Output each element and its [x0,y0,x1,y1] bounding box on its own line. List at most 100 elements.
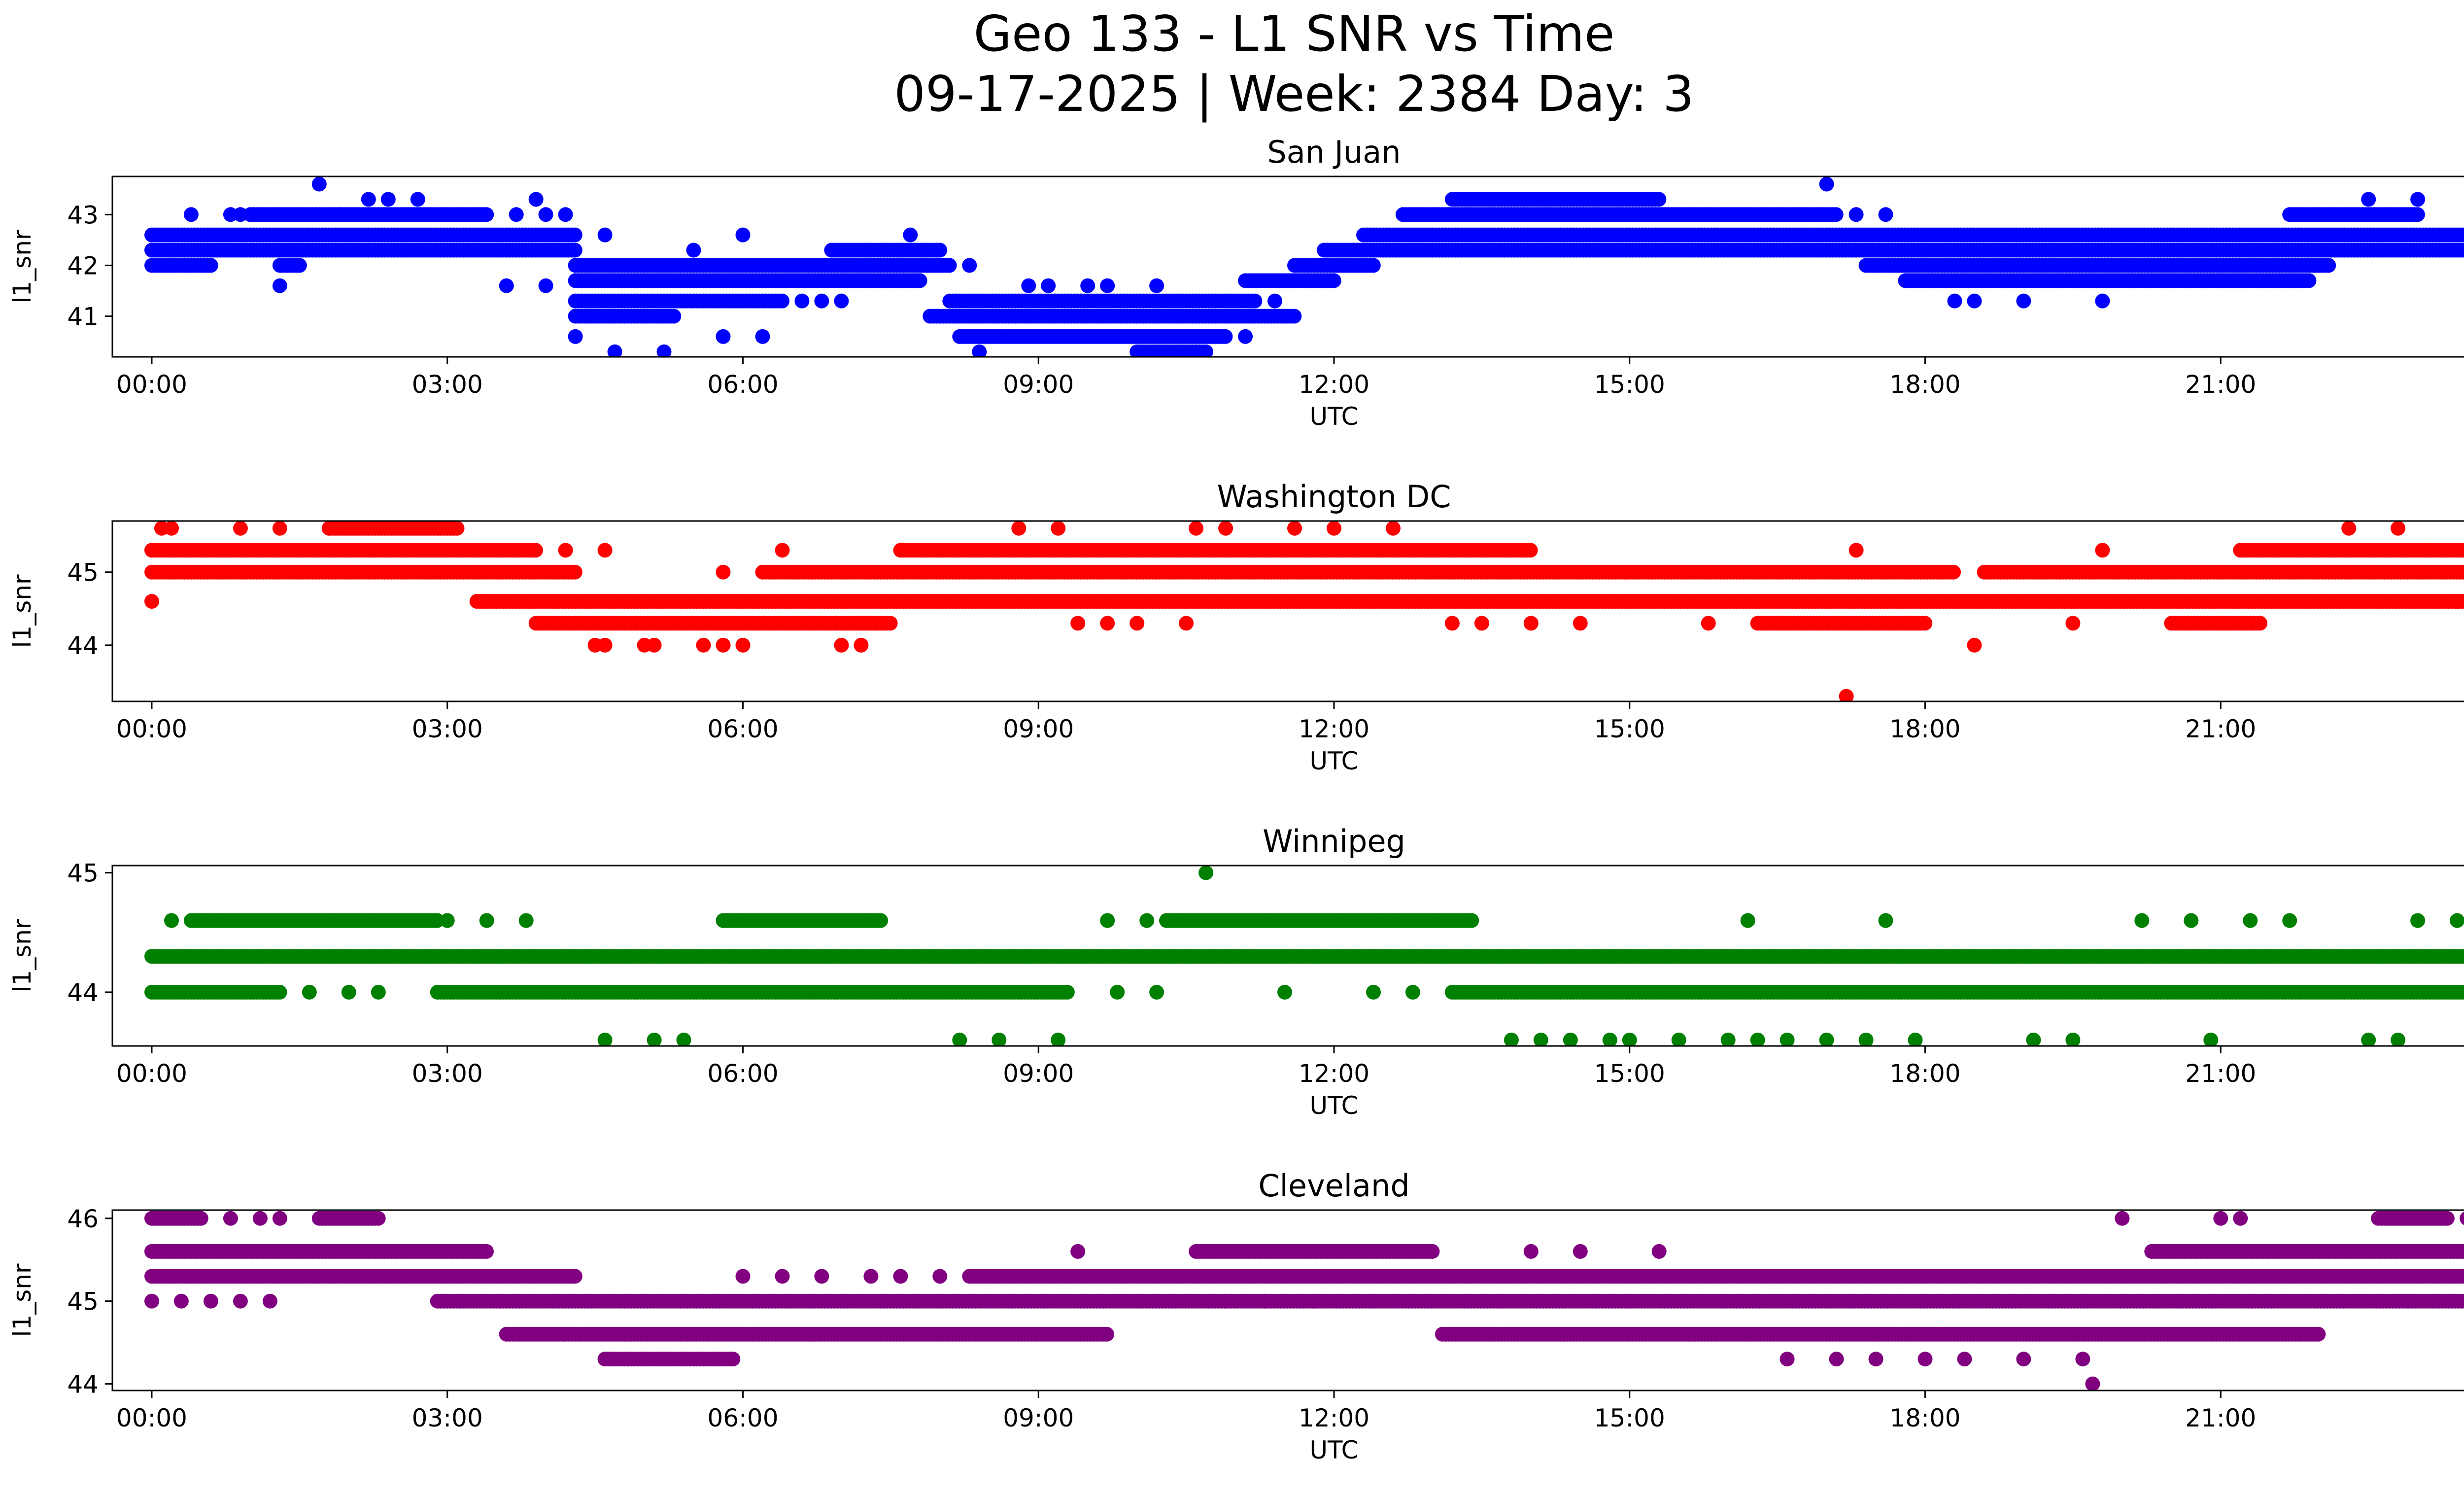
data-point [272,278,287,293]
data-point [1828,207,1844,222]
data-point [1967,637,1982,653]
x-tick-label: 12:00 [1299,715,1369,743]
data-point [2459,565,2464,579]
data-point [775,293,789,309]
data-point [1386,521,1401,536]
data-point [1218,329,1233,344]
x-tick-label: 06:00 [707,715,778,743]
data-point [2462,244,2464,256]
data-point [558,207,573,222]
data-point [2462,229,2464,241]
data-point [361,192,376,207]
data-point [2463,546,2464,555]
data-point [538,278,553,293]
figure-title-line-1: Geo 133 - L1 SNR vs Time [974,5,1615,63]
data-point [716,329,731,344]
data-point [597,227,613,243]
y-tick-label: 43 [67,201,99,229]
data-point [755,329,770,344]
data-point [1946,564,1961,580]
data-point [1366,258,1381,273]
data-point [1701,616,1716,631]
data-point [1523,543,1538,558]
data-point [686,243,701,258]
data-point [233,521,248,536]
data-point [1839,689,1854,701]
x-tick-label: 21:00 [2185,370,2256,399]
data-point [2253,616,2268,631]
data-point [814,293,829,309]
data-point [538,207,553,222]
data-point [1189,521,1204,536]
x-tick-label: 03:00 [412,715,483,743]
subplot-grid: San Juan 00:00 03:00 06:00 09:00 12:00 15:00 18… [8,134,2464,1464]
data-point [2391,521,2406,536]
x-tick-label: 03:00 [412,370,483,399]
data-point [380,192,396,207]
x-tick-label: 21:00 [2185,715,2256,743]
data-point [735,227,751,243]
data-point [1523,616,1539,631]
data-point [1287,309,1302,324]
data-point [1326,273,1341,288]
data-point [1179,616,1194,631]
data-point [883,616,898,631]
data-point [2462,567,2464,577]
x-tick-label: 09:00 [1003,370,1074,399]
x-tick-label: 00:00 [116,370,187,399]
data-point [2065,616,2081,631]
data-point [1917,616,1933,631]
data-point [449,521,465,536]
data-point [2410,192,2426,207]
data-point [568,329,583,344]
data-point [932,243,948,258]
y-axis-label: l1_snr [8,574,36,648]
data-point [1848,543,1864,558]
x-tick-label: 15:00 [1594,715,1665,743]
y-tick-label: 42 [67,251,99,280]
data-point [1051,521,1066,536]
data-point [567,227,582,243]
data-point [1878,207,1893,222]
data-point [1947,293,1962,309]
data-point [716,637,731,653]
y-tick-label: 44 [67,631,99,660]
data-point [1267,293,1282,309]
data-point [331,207,346,222]
data-point [2450,594,2464,609]
data-point [2361,192,2376,207]
data-point [2016,293,2031,309]
x-tick-label: 06:00 [707,370,778,399]
data-point [321,521,337,536]
data-point [164,521,179,536]
data-point [272,521,287,536]
data-point [903,227,918,243]
data-point [1287,521,1302,536]
subplot-title: San Juan [1267,134,1401,170]
data-point [1651,192,1667,207]
data-point [1573,616,1588,631]
x-tick-label: 15:00 [1594,370,1665,399]
data-point [567,564,582,580]
data-point [2095,293,2110,309]
data-point [2458,228,2464,243]
data-point [183,207,199,222]
data-point [1238,329,1253,344]
data-point [1129,616,1145,631]
y-tick-label: 41 [67,303,99,331]
data-points [144,866,2464,1046]
data-point [410,192,425,207]
data-point [1474,616,1489,631]
data-point [794,293,810,309]
data-point [1080,278,1095,293]
data-point [1189,344,1204,357]
x-tick-label: 18:00 [1889,370,1960,399]
data-points [144,521,2464,701]
data-point [716,564,731,580]
data-point [2458,243,2464,258]
subplot-title: Washington DC [1217,479,1451,515]
data-point [1070,616,1086,631]
data-point [311,176,327,192]
